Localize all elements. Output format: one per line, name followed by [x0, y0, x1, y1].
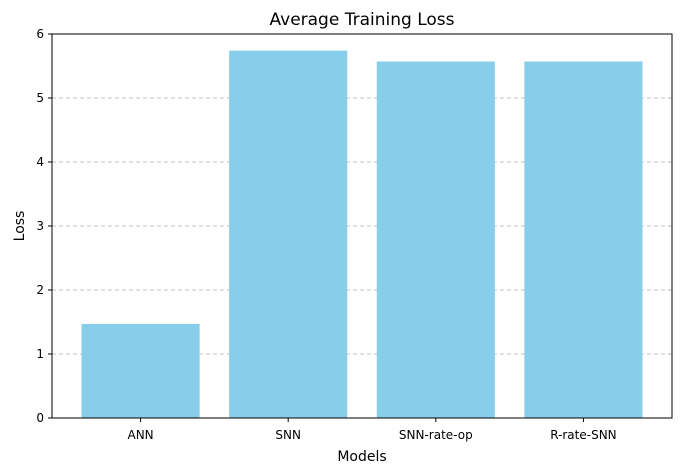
x-tick-label: R-rate-SNN: [550, 428, 616, 442]
y-tick-label: 5: [36, 91, 44, 105]
grid-lines: [52, 97, 672, 355]
chart-title: Average Training Loss: [270, 10, 455, 30]
bars: [81, 50, 643, 419]
y-tick-label: 2: [36, 283, 44, 297]
x-tick-label: ANN: [127, 428, 153, 442]
bar-r-rate-snn: [524, 61, 643, 419]
bar-snn: [229, 50, 348, 418]
y-tick-label: 0: [36, 411, 44, 425]
y-tick-label: 1: [36, 347, 44, 361]
y-tick-label: 4: [36, 155, 44, 169]
x-tick-label: SNN-rate-op: [399, 428, 473, 442]
x-axis-ticks: ANN SNN SNN-rate-op R-rate-SNN: [127, 418, 617, 442]
bar-snn-rate-op: [376, 61, 495, 419]
y-tick-label: 3: [36, 219, 44, 233]
x-tick-label: SNN: [275, 428, 301, 442]
y-axis-ticks: 0 1 2 3 4 5 6: [36, 27, 52, 425]
y-tick-label: 6: [36, 27, 44, 41]
x-axis-label: Models: [337, 449, 386, 465]
y-axis-label: Loss: [12, 211, 28, 242]
bar-ann: [81, 323, 200, 418]
